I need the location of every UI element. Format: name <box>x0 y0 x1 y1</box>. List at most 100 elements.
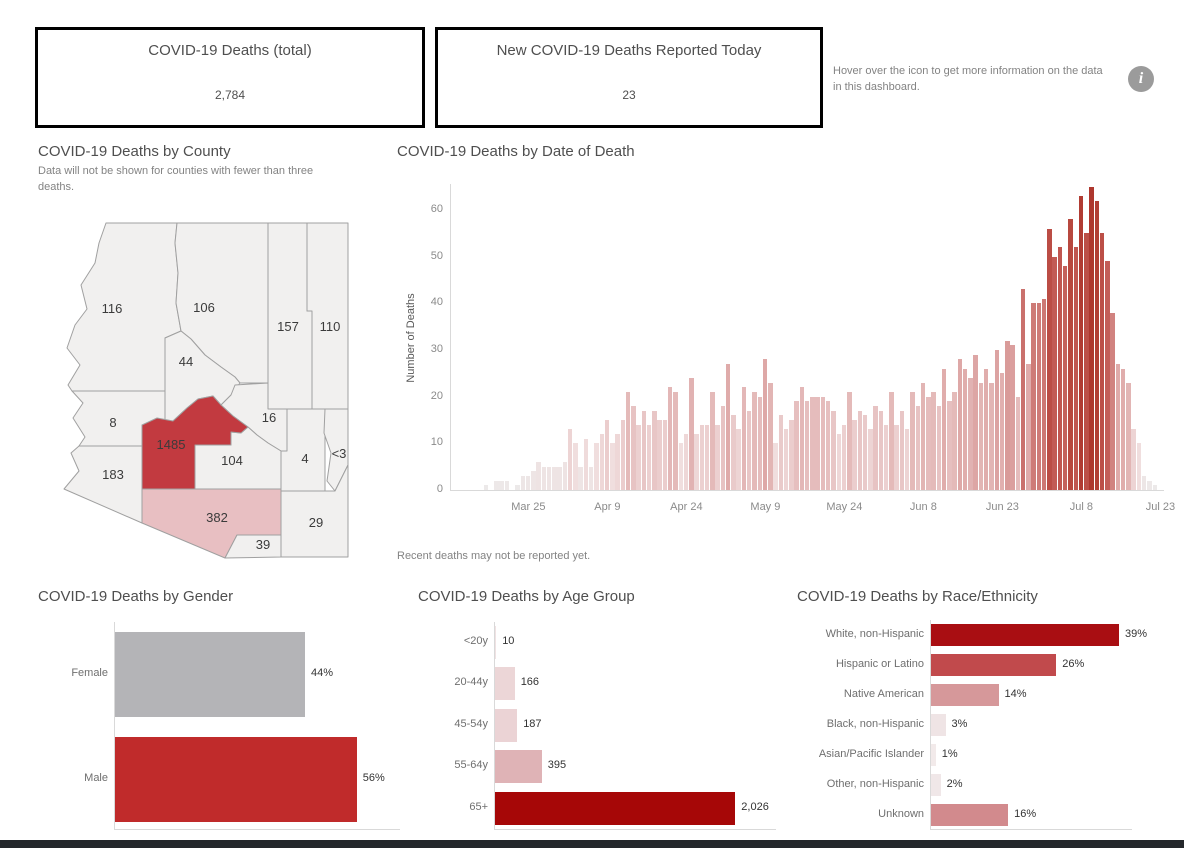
date-death-bar[interactable] <box>883 425 889 490</box>
deaths-by-race-bar[interactable] <box>931 714 946 736</box>
deaths-by-age-bar[interactable] <box>495 749 542 783</box>
deaths-by-age-bar[interactable] <box>495 791 736 825</box>
date-death-bar[interactable] <box>1136 443 1142 490</box>
date-death-bar[interactable] <box>1057 247 1063 490</box>
deaths-by-race-bar[interactable] <box>931 684 999 706</box>
date-death-bar[interactable] <box>825 401 831 490</box>
date-death-bar[interactable] <box>641 411 647 490</box>
date-death-bar[interactable] <box>557 467 562 490</box>
date-death-bar[interactable] <box>778 415 784 490</box>
date-death-bar[interactable] <box>741 387 747 490</box>
date-death-bar[interactable] <box>1020 289 1026 490</box>
date-death-bar[interactable] <box>1089 187 1094 490</box>
date-death-bar[interactable] <box>731 415 736 490</box>
date-death-bar[interactable] <box>1131 429 1136 490</box>
date-death-bar[interactable] <box>520 476 526 490</box>
deaths-by-age-bar[interactable] <box>495 666 515 700</box>
county-santa-cruz[interactable] <box>224 534 282 559</box>
date-death-bar[interactable] <box>841 425 847 490</box>
county-graham[interactable] <box>280 408 326 492</box>
date-death-bar[interactable] <box>552 467 557 490</box>
date-death-bar[interactable] <box>947 401 952 490</box>
date-death-bar[interactable] <box>704 425 710 490</box>
date-death-bar[interactable] <box>762 359 768 490</box>
date-death-bar[interactable] <box>736 429 741 490</box>
date-death-bar[interactable] <box>1052 257 1057 490</box>
date-death-bar[interactable] <box>926 397 931 490</box>
date-death-bar[interactable] <box>667 387 673 490</box>
date-death-bar[interactable] <box>594 443 599 490</box>
date-death-bar[interactable] <box>689 378 694 490</box>
date-death-bar[interactable] <box>931 392 936 490</box>
date-death-bar[interactable] <box>631 406 636 490</box>
date-death-bar[interactable] <box>768 383 773 490</box>
date-death-bar[interactable] <box>857 411 863 490</box>
deaths-by-race-bar[interactable] <box>931 744 936 766</box>
date-death-bar[interactable] <box>562 462 568 490</box>
date-death-bar[interactable] <box>546 467 552 490</box>
date-death-bar[interactable] <box>799 387 805 490</box>
county-apache[interactable] <box>306 222 349 412</box>
date-death-bar[interactable] <box>752 392 757 490</box>
date-death-bar[interactable] <box>1110 313 1115 490</box>
date-death-bar[interactable] <box>625 392 631 490</box>
date-death-bar[interactable] <box>894 425 899 490</box>
date-death-bar[interactable] <box>1062 266 1068 490</box>
date-death-bar[interactable] <box>978 383 984 490</box>
date-death-bar[interactable] <box>847 392 852 490</box>
date-death-bar[interactable] <box>1026 364 1031 490</box>
date-death-bar[interactable] <box>1015 397 1021 490</box>
date-death-bar[interactable] <box>504 481 510 490</box>
date-death-bar[interactable] <box>904 429 910 490</box>
deaths-by-gender-bar[interactable] <box>115 631 305 717</box>
date-death-bar[interactable] <box>794 401 799 490</box>
deaths-by-race-bar[interactable] <box>931 624 1119 646</box>
date-death-bar[interactable] <box>757 397 763 490</box>
date-death-bar[interactable] <box>694 434 699 490</box>
date-death-bar[interactable] <box>804 401 810 490</box>
date-death-bar[interactable] <box>820 397 826 490</box>
date-death-bar[interactable] <box>499 481 504 490</box>
date-death-bar[interactable] <box>936 406 942 490</box>
date-death-bar[interactable] <box>494 481 499 490</box>
date-death-bar[interactable] <box>878 411 884 490</box>
date-death-bar[interactable] <box>1126 383 1131 490</box>
date-death-bar[interactable] <box>620 420 626 490</box>
date-death-bar[interactable] <box>1078 196 1084 490</box>
date-death-bar[interactable] <box>725 364 731 490</box>
info-icon[interactable]: i <box>1128 66 1154 92</box>
date-death-bar[interactable] <box>1047 229 1052 490</box>
date-death-bar[interactable] <box>815 397 820 490</box>
date-death-bar[interactable] <box>1084 233 1089 490</box>
date-death-bar[interactable] <box>599 434 605 490</box>
date-death-bar[interactable] <box>699 425 705 490</box>
date-death-bar[interactable] <box>989 383 994 490</box>
date-death-bar[interactable] <box>831 411 836 490</box>
date-death-bar[interactable] <box>836 434 842 490</box>
date-death-bar[interactable] <box>1010 345 1015 490</box>
deaths-by-gender-bar[interactable] <box>115 736 357 822</box>
date-death-bar[interactable] <box>588 467 594 490</box>
date-death-bar[interactable] <box>567 429 573 490</box>
date-death-bar[interactable] <box>573 443 578 490</box>
date-death-bar[interactable] <box>773 443 778 490</box>
date-death-bar[interactable] <box>515 485 520 490</box>
date-death-bar[interactable] <box>1068 219 1073 490</box>
date-death-bar[interactable] <box>1147 481 1152 490</box>
date-death-bar[interactable] <box>610 443 615 490</box>
date-death-bar[interactable] <box>962 369 968 490</box>
date-death-bar[interactable] <box>583 439 589 490</box>
date-death-bar[interactable] <box>920 383 926 490</box>
date-death-bar[interactable] <box>783 429 789 490</box>
county-navajo[interactable] <box>267 222 313 410</box>
date-death-bar[interactable] <box>1094 201 1100 490</box>
date-death-bar[interactable] <box>910 392 915 490</box>
date-death-bar[interactable] <box>652 411 657 490</box>
date-death-bar[interactable] <box>852 420 857 490</box>
date-death-bar[interactable] <box>683 434 689 490</box>
date-death-bar[interactable] <box>999 373 1005 490</box>
date-death-bar[interactable] <box>1115 364 1121 490</box>
date-death-bar[interactable] <box>662 420 668 490</box>
date-death-bar[interactable] <box>615 434 620 490</box>
date-death-bar[interactable] <box>746 411 752 490</box>
